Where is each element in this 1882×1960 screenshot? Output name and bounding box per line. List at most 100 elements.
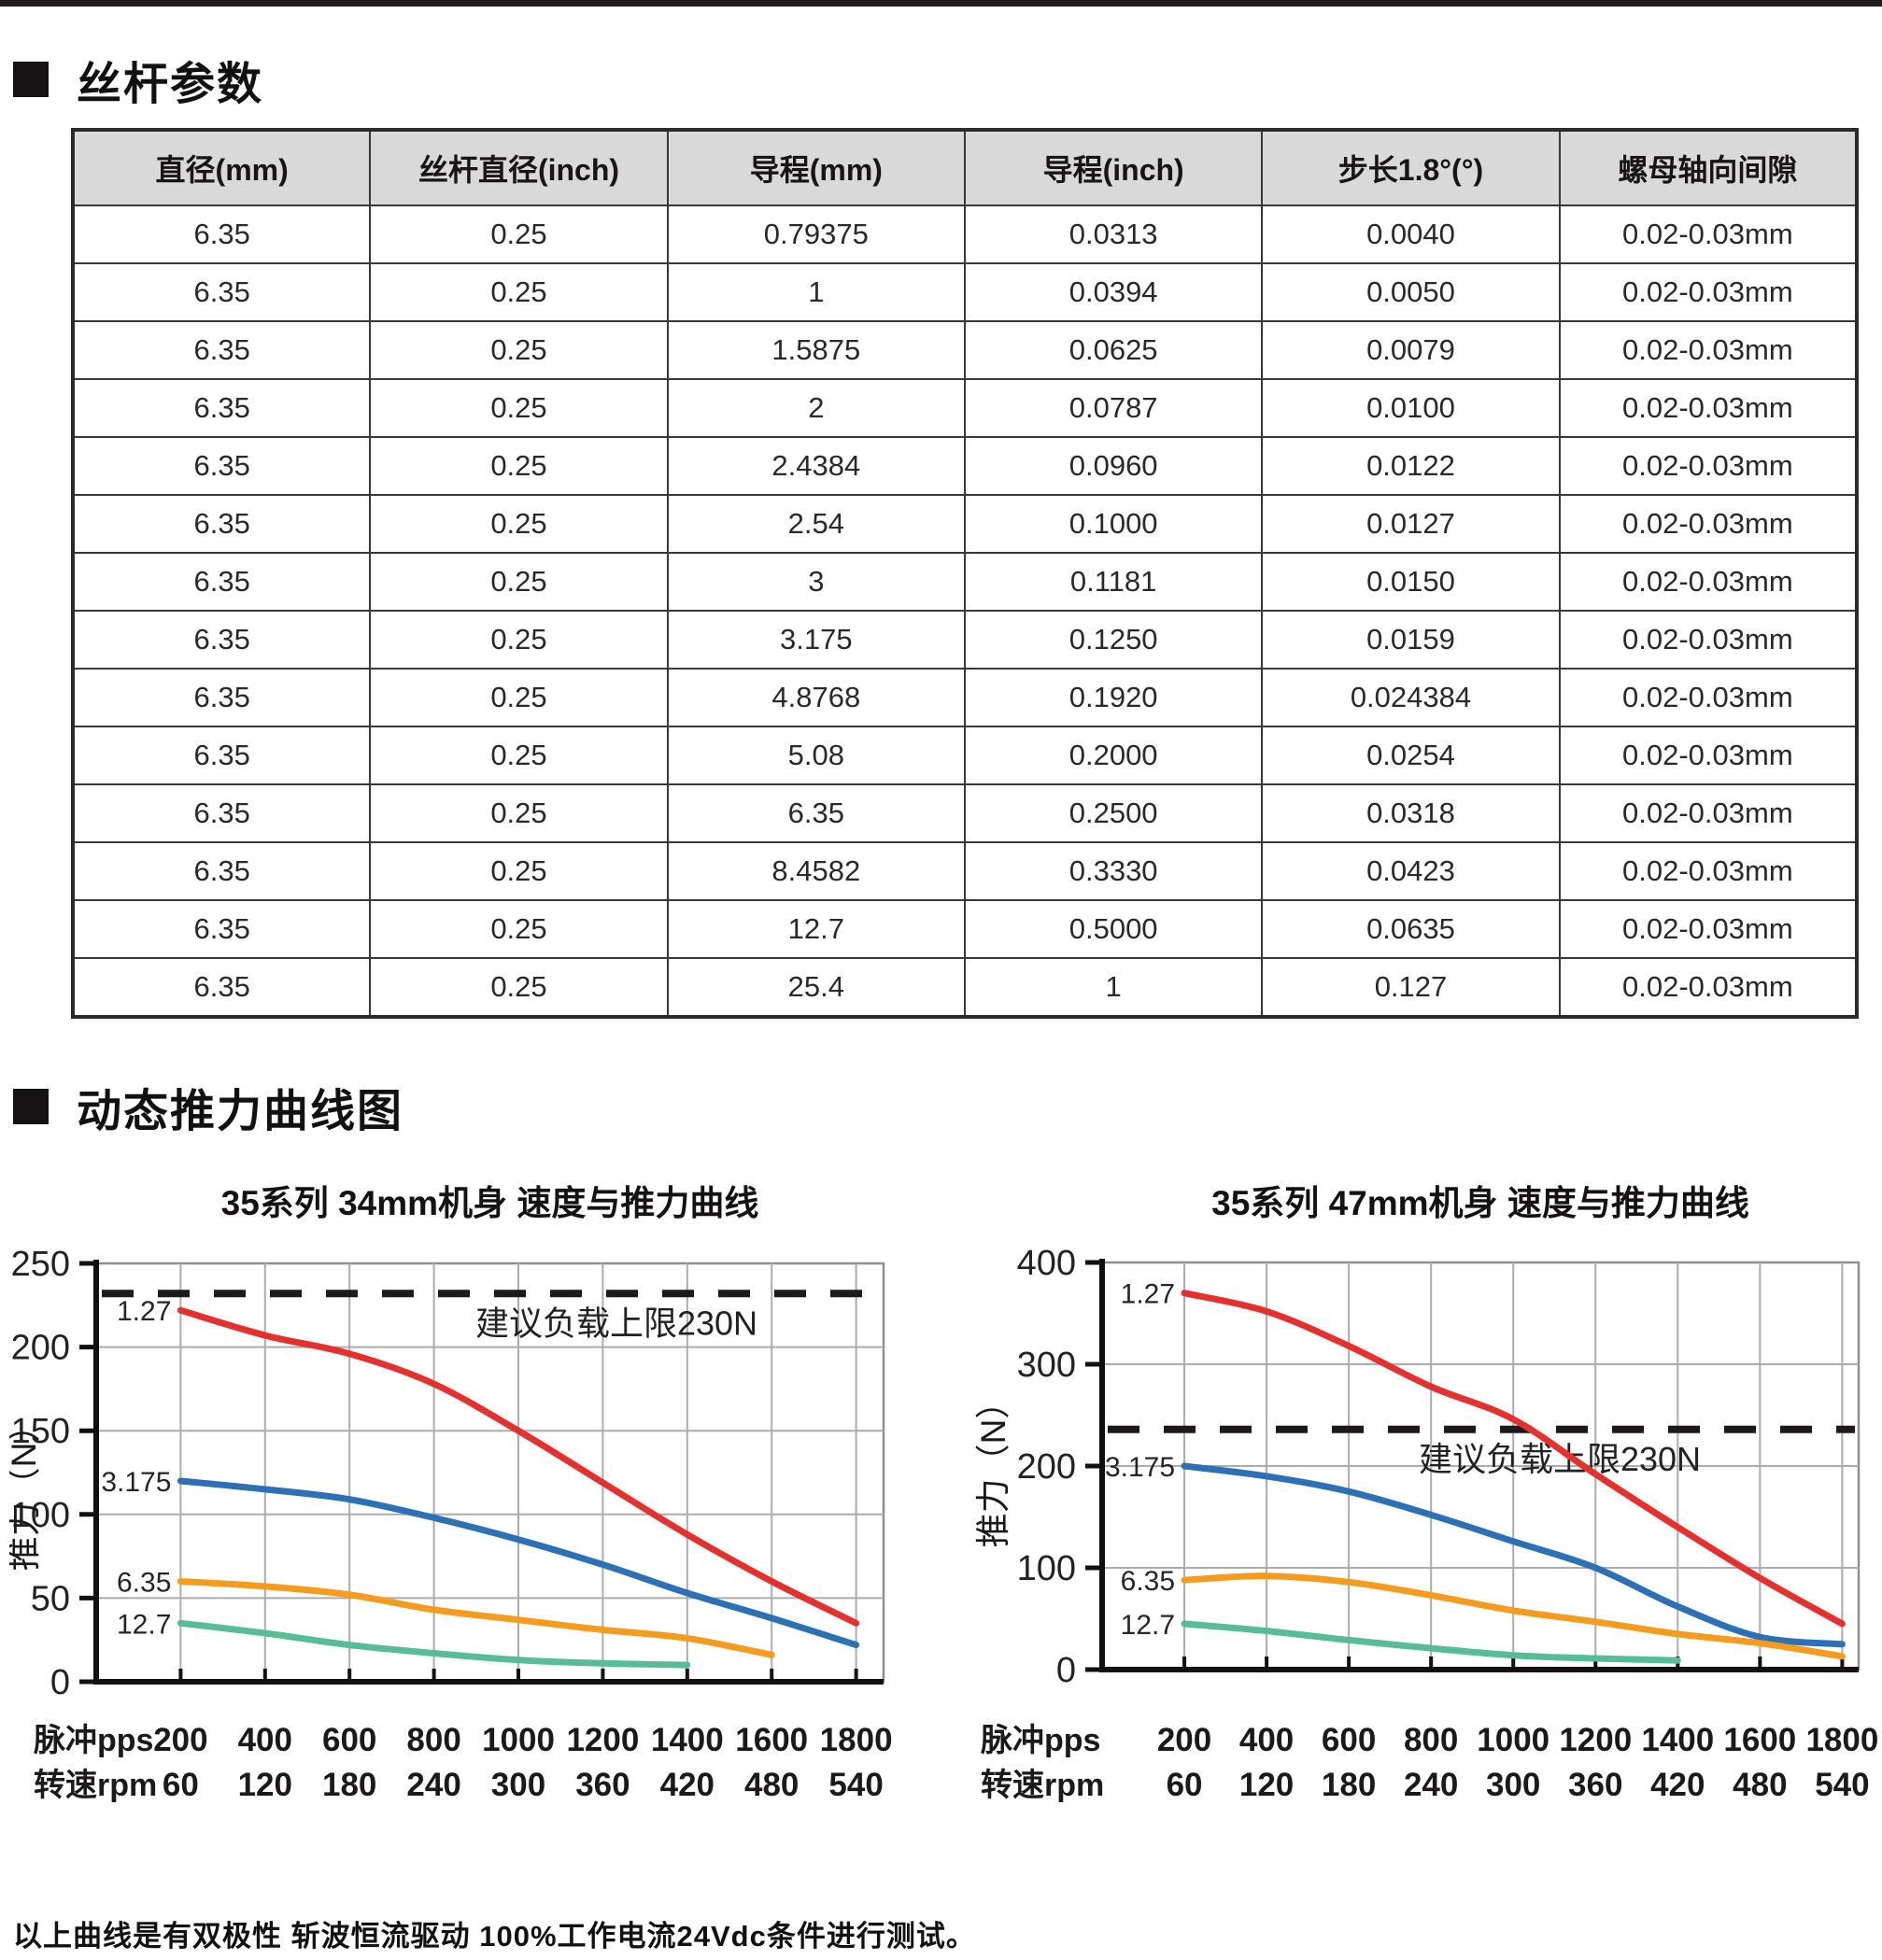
table-cell: 0.25 — [369, 841, 669, 901]
series-curve-1.27 — [1181, 1290, 1846, 1628]
table-cell: 0.25 — [369, 436, 669, 496]
table-cell: 0.0394 — [963, 262, 1264, 322]
table-row: 6.35 0.25 25.4 1 0.127 0.02-0.03mm — [71, 957, 1859, 1018]
x-tick-label-rpm: 420 — [1650, 1767, 1705, 1803]
table-cell: 0.02-0.03mm — [1558, 726, 1859, 785]
table-header-cell: 导程(inch) — [963, 129, 1264, 206]
table-cell: 0.25 — [369, 320, 669, 380]
table-cell: 6.35 — [71, 899, 372, 959]
table-row: 6.35 0.25 12.7 0.5000 0.0635 0.02-0.03mm — [71, 899, 1859, 959]
table-cell: 0.02-0.03mm — [1558, 668, 1859, 727]
x-row2-header: 转速rpm — [981, 1768, 1104, 1803]
section-screw-parameters: 丝杆参数 — [13, 47, 263, 112]
series-label: 12.7 — [1121, 1610, 1175, 1641]
y-tick-label: 200 — [11, 1329, 70, 1368]
table-cell: 8.4582 — [666, 841, 966, 901]
series-label: 1.27 — [1121, 1279, 1175, 1310]
table-cell: 0.25 — [369, 899, 669, 959]
table-cell: 0.0960 — [963, 436, 1264, 496]
x-row2-header: 转速rpm — [34, 1768, 157, 1803]
x-tick-label-pps: 600 — [1322, 1722, 1376, 1758]
y-tick-label: 0 — [1056, 1651, 1076, 1690]
parameters-table: 直径(mm) 丝杆直径(inch) 导程(mm) 导程(inch) 步长1.8°(°) 螺… — [71, 128, 1859, 1019]
y-tick-label: 300 — [1017, 1346, 1076, 1385]
table-cell: 0.25 — [369, 494, 669, 554]
x-tick-label-pps: 1800 — [820, 1722, 893, 1758]
table-cell: 6.35 — [71, 494, 372, 554]
table-cell: 2 — [666, 378, 966, 438]
y-tick-label: 250 — [11, 1245, 70, 1284]
x-tick-label-pps: 1000 — [1477, 1722, 1549, 1758]
table-header-cell: 螺母轴向间隙 — [1558, 129, 1859, 206]
table-cell: 0.02-0.03mm — [1558, 320, 1859, 380]
table-cell: 5.08 — [666, 726, 966, 785]
x-tick-label-rpm: 300 — [1486, 1767, 1540, 1803]
chart-47mm-body: 35系列 47mm机身 速度与推力曲线 建议负载上限230N 0 100 200 300 4… — [962, 1181, 1882, 1835]
table-cell: 6.35 — [666, 783, 966, 843]
table-cell: 1 — [666, 262, 966, 322]
table-cell: 0.02-0.03mm — [1558, 841, 1859, 901]
table-header-row: 直径(mm) 丝杆直径(inch) 导程(mm) 导程(inch) 步长1.8°(°) 螺… — [71, 129, 1859, 206]
chart-title: 35系列 47mm机身 速度与推力曲线 — [1211, 1184, 1749, 1222]
x-tick-label-pps: 200 — [1157, 1722, 1211, 1758]
table-cell: 6.35 — [71, 262, 372, 322]
x-tick-label-pps: 400 — [238, 1722, 292, 1758]
table-cell: 0.79375 — [666, 204, 966, 264]
table-cell: 0.02-0.03mm — [1558, 494, 1859, 554]
x-tick-label-pps: 1800 — [1805, 1722, 1878, 1758]
table-cell: 0.0122 — [1261, 436, 1561, 496]
x-tick-label-rpm: 420 — [660, 1767, 715, 1803]
x-tick-label-pps: 1400 — [651, 1722, 724, 1758]
table-cell: 0.0100 — [1261, 378, 1561, 438]
x-tick-label-rpm: 300 — [491, 1767, 545, 1803]
parameters-table-head: 直径(mm) 丝杆直径(inch) 导程(mm) 导程(inch) 步长1.8°(°) 螺… — [71, 129, 1859, 206]
x-tick-label-rpm: 360 — [1568, 1767, 1622, 1803]
table-cell: 2.54 — [666, 494, 966, 554]
table-cell: 0.02-0.03mm — [1558, 436, 1859, 496]
table-cell: 0.02-0.03mm — [1558, 957, 1859, 1018]
table-cell: 0.02-0.03mm — [1558, 378, 1859, 438]
x-tick-label-rpm: 60 — [1167, 1767, 1203, 1803]
x-tick-label-pps: 1200 — [1559, 1722, 1632, 1758]
x-tick-label-rpm: 480 — [1733, 1767, 1787, 1803]
y-axis-label: 推力（N） — [9, 1408, 43, 1572]
table-cell: 3 — [666, 552, 966, 612]
table-cell: 25.4 — [666, 957, 966, 1018]
x-tick-label-rpm: 240 — [406, 1767, 460, 1803]
table-header-cell: 导程(mm) — [666, 129, 966, 206]
series-curve-1.27 — [177, 1306, 860, 1627]
chart-title: 35系列 34mm机身 速度与推力曲线 — [221, 1184, 759, 1222]
series-label: 6.35 — [1121, 1566, 1175, 1597]
table-cell: 0.0050 — [1261, 262, 1561, 322]
table-cell: 6.35 — [71, 610, 372, 670]
series-curve-3.175 — [177, 1477, 860, 1649]
series-curve-6.35 — [177, 1578, 775, 1658]
y-tick-label: 150 — [11, 1412, 70, 1451]
table-cell: 0.1250 — [963, 610, 1264, 670]
table-cell: 12.7 — [666, 899, 966, 959]
table-cell: 0.25 — [369, 957, 669, 1018]
table-cell: 0.1000 — [963, 494, 1264, 554]
table-cell: 0.2500 — [963, 783, 1264, 843]
x-tick-label-rpm: 180 — [322, 1767, 376, 1803]
table-cell: 4.8768 — [666, 668, 966, 727]
table-cell: 0.1920 — [963, 668, 1264, 727]
section-bullet-icon — [13, 1089, 49, 1124]
table-row: 6.35 0.25 5.08 0.2000 0.0254 0.02-0.03mm — [71, 726, 1859, 785]
x-tick-label-pps: 800 — [1404, 1722, 1458, 1758]
x-tick-label-rpm: 540 — [1815, 1767, 1869, 1803]
table-cell: 1.5875 — [666, 320, 966, 380]
table-cell: 0.25 — [369, 262, 669, 322]
table-cell: 0.25 — [369, 668, 669, 727]
section-thrust-curves: 动态推力曲线图 — [13, 1074, 403, 1139]
series-curve-12.7 — [177, 1619, 691, 1669]
table-cell: 0.2000 — [963, 726, 1264, 785]
table-header-cell: 丝杆直径(inch) — [369, 129, 669, 206]
table-row: 6.35 0.25 4.8768 0.1920 0.024384 0.02-0.03mm — [71, 668, 1859, 727]
x-tick-label-rpm: 540 — [828, 1767, 883, 1803]
series-curve-12.7 — [1181, 1620, 1681, 1664]
thrust-chart: 35系列 47mm机身 速度与推力曲线建议负载上限230N01002003004… — [974, 1184, 1878, 1803]
top-bar — [0, 0, 1882, 7]
table-cell: 0.0254 — [1261, 726, 1561, 785]
